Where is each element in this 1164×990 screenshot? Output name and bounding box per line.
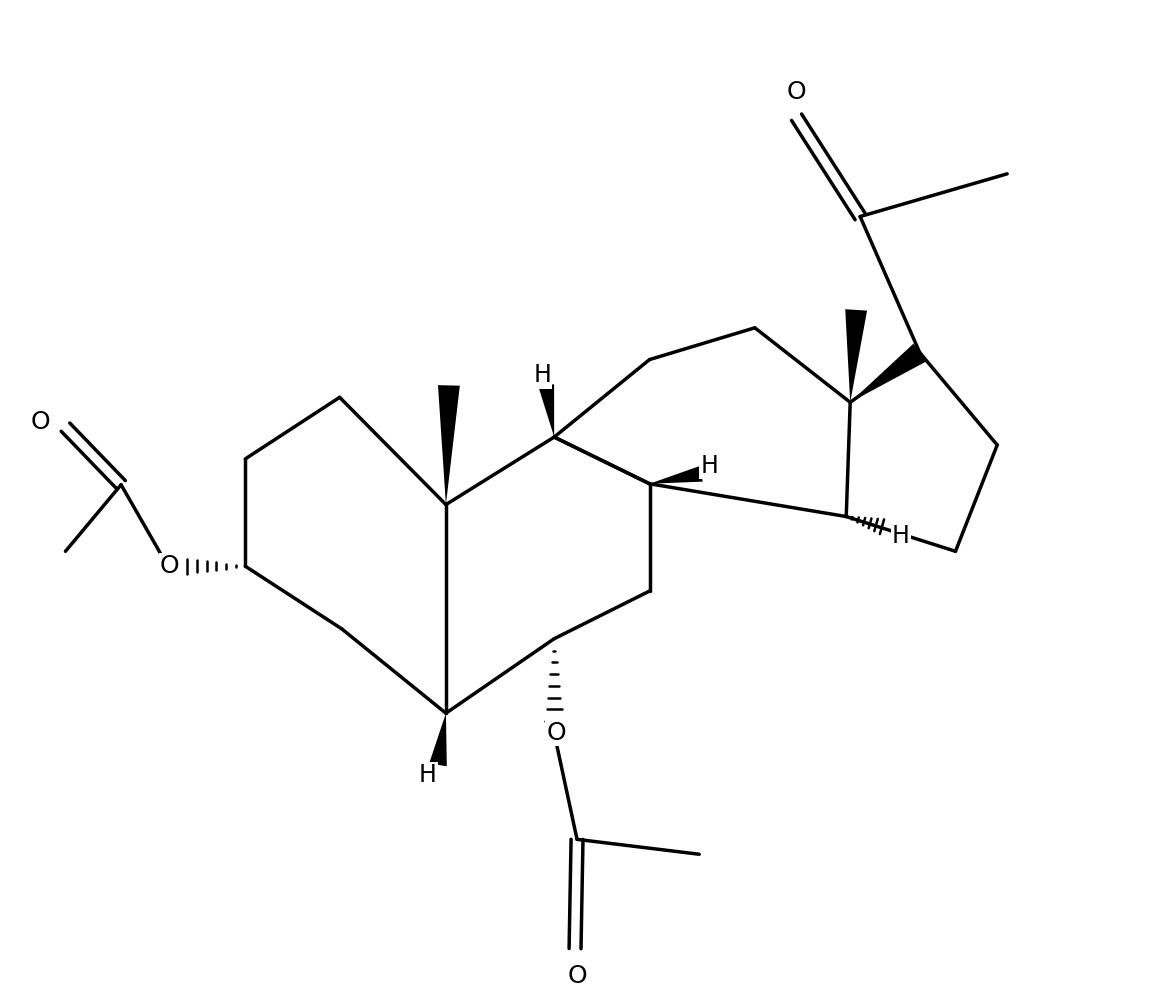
Text: H: H [419, 762, 436, 787]
Text: O: O [159, 554, 179, 578]
Text: H: H [892, 525, 910, 548]
Polygon shape [845, 309, 867, 402]
Polygon shape [539, 384, 554, 437]
Text: H: H [701, 453, 718, 478]
Polygon shape [430, 713, 447, 766]
Text: O: O [30, 410, 50, 435]
Polygon shape [650, 466, 703, 484]
Text: H: H [533, 363, 552, 387]
Text: O: O [567, 964, 587, 988]
Text: O: O [787, 80, 807, 104]
Text: O: O [546, 721, 566, 745]
Polygon shape [438, 385, 460, 505]
Polygon shape [850, 344, 927, 402]
